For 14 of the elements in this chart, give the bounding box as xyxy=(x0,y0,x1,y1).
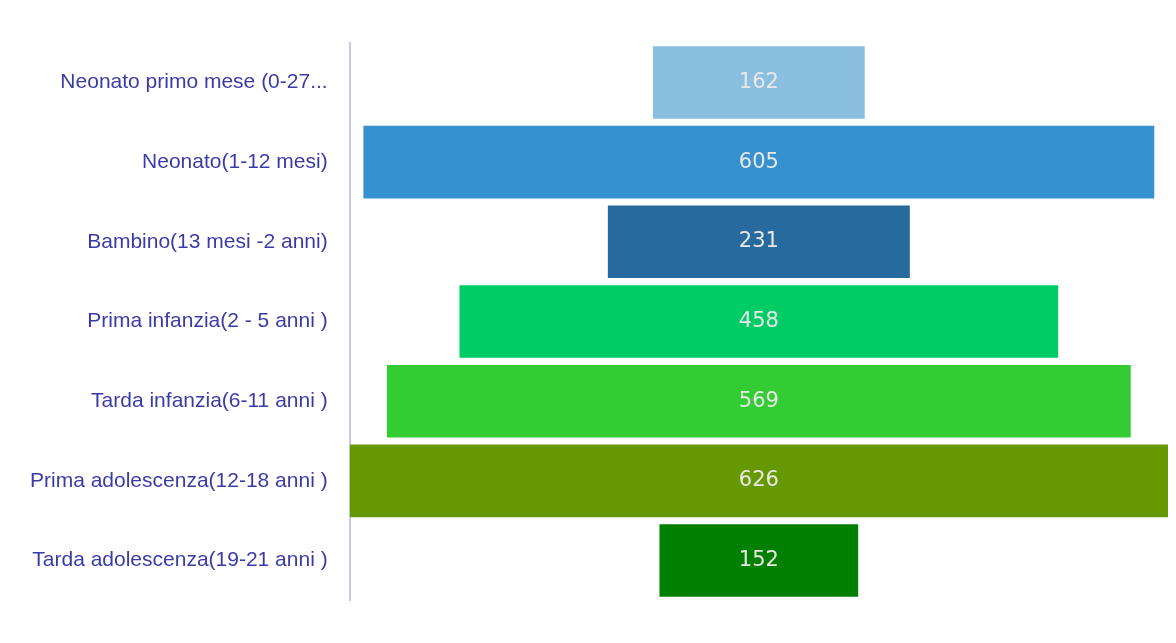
category-label: Prima infanzia(2 - 5 anni ) xyxy=(87,308,328,332)
category-label: Neonato primo mese (0-27... xyxy=(60,69,328,93)
data-label: 231 xyxy=(738,228,779,253)
data-label: 152 xyxy=(738,547,779,572)
data-label: 569 xyxy=(738,387,779,412)
category-label: Prima adolescenza(12-18 anni ) xyxy=(29,467,328,491)
category-label: Tarda infanzia(6-11 anni ) xyxy=(91,387,328,411)
category-label: Bambino(13 mesi -2 anni) xyxy=(87,228,328,252)
category-label: Neonato(1-12 mesi) xyxy=(142,148,328,172)
data-label: 605 xyxy=(738,148,779,173)
data-label: 626 xyxy=(738,467,779,492)
category-label: Tarda adolescenza(19-21 anni ) xyxy=(32,547,328,571)
data-label: 458 xyxy=(738,307,779,332)
data-label: 162 xyxy=(738,68,779,93)
